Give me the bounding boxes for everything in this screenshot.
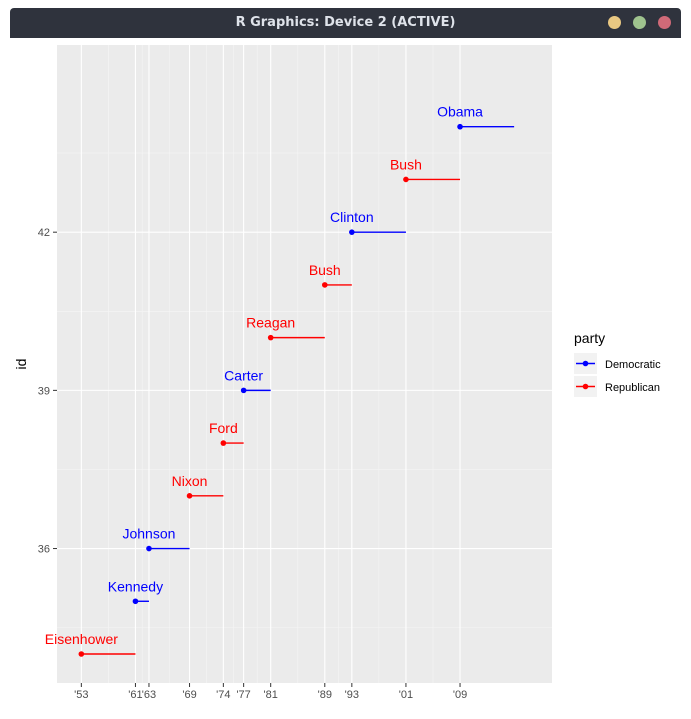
y-tick-label: 36 [38,544,50,556]
president-label: Bush [390,156,422,172]
y-tick-label: 39 [38,385,50,397]
x-tick-label: '63 [142,689,156,701]
y-axis: 36 39 42 [38,227,57,556]
president-label: Ford [209,420,238,436]
x-tick-label: '09 [453,689,467,701]
term-start-point [267,334,274,341]
plot-panel [57,45,552,683]
legend-title: party [574,330,605,346]
term-start-point [220,440,227,446]
legend: party Democratic Republican [574,330,661,397]
president-label: Kennedy [108,578,163,594]
term-start-point [457,123,463,130]
x-tick-label: '74 [216,689,230,701]
x-tick-label: '77 [236,689,250,701]
x-tick-label: '53 [74,689,88,701]
president-label: Carter [224,367,263,383]
president-label: Obama [437,104,483,120]
term-start-point [321,282,328,288]
x-tick-label: '01 [399,689,413,701]
window-title: R Graphics: Device 2 (ACTIVE) [235,15,456,30]
legend-entry-label: Democratic [605,359,661,371]
president-label: Eisenhower [45,631,118,647]
legend-key-point [582,383,589,390]
term-start-point [78,651,85,657]
term-start-point [240,387,247,394]
y-tick-label: 42 [38,227,50,239]
close-button[interactable] [658,16,671,29]
president-labels: Eisenhower Kennedy Johnson Nixon Ford Carter R… [45,104,483,647]
maximize-button[interactable] [633,16,646,29]
term-start-point [186,493,193,499]
grid-major [57,45,552,683]
legend-key-point [582,360,589,367]
term-start-point [132,598,139,605]
x-tick-label: '61 [128,689,142,701]
term-start-point [146,545,152,552]
x-tick-label: '81 [264,689,278,701]
x-tick-label: '89 [318,689,332,701]
x-tick-label: '69 [182,689,196,701]
term-start-point [403,176,409,183]
president-label: Nixon [172,473,208,489]
minimize-button[interactable] [608,16,621,29]
window-titlebar: R Graphics: Device 2 (ACTIVE) [10,8,681,38]
x-tick-label: '93 [345,689,359,701]
y-axis-title: id [13,359,29,370]
grid-minor [57,45,552,683]
x-axis: '53 '61'63 '69 '74 '77 '81 '89 '93 '01 '09 [74,683,467,701]
president-label: Clinton [330,209,374,225]
term-start-point [349,229,355,235]
president-label: Johnson [122,526,175,542]
legend-entry-label: Republican [605,382,660,394]
chart-marks [78,123,515,657]
president-label: Reagan [246,315,295,331]
president-label: Bush [309,262,341,278]
